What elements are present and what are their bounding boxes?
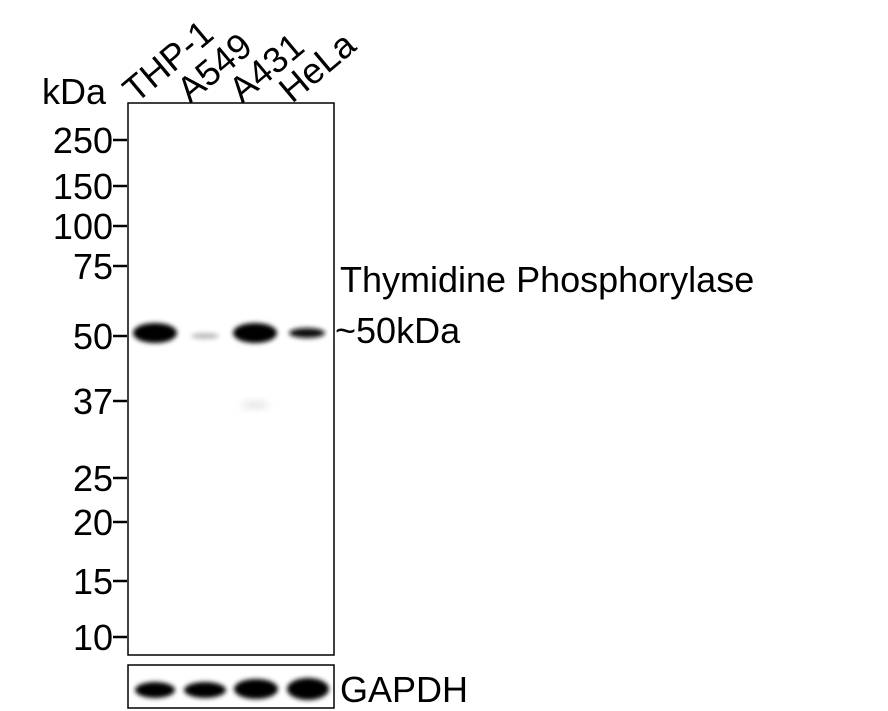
marker-label: 250 — [53, 120, 113, 161]
band — [233, 323, 277, 343]
marker-label: 100 — [53, 206, 113, 247]
blot-frame — [127, 102, 335, 656]
marker-label: 50 — [73, 316, 113, 357]
control-label: GAPDH — [340, 669, 468, 710]
band — [241, 402, 269, 408]
band — [135, 682, 175, 698]
band — [234, 679, 278, 699]
marker-label: 15 — [73, 561, 113, 602]
bands — [133, 323, 325, 408]
marker-label: 150 — [53, 166, 113, 207]
marker-label: 75 — [73, 246, 113, 287]
band — [289, 328, 325, 338]
control-bands — [135, 678, 329, 700]
target-name: Thymidine Phosphorylase — [340, 259, 754, 300]
band — [133, 323, 177, 343]
target-size: ~50kDa — [335, 310, 461, 351]
marker-label: 37 — [73, 381, 113, 422]
marker-label: 20 — [73, 502, 113, 543]
band — [191, 333, 219, 339]
band — [184, 682, 226, 698]
band — [287, 678, 329, 700]
marker-label: 10 — [73, 617, 113, 658]
marker-label: 25 — [73, 458, 113, 499]
unit-label: kDa — [42, 71, 107, 112]
